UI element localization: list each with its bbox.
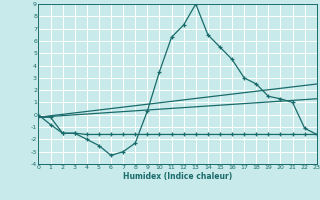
X-axis label: Humidex (Indice chaleur): Humidex (Indice chaleur) <box>123 172 232 181</box>
